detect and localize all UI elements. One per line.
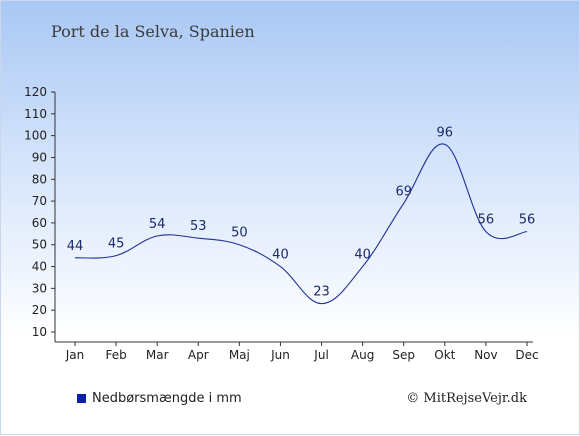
y-tick-label: 50 [32,238,47,252]
y-tick-label: 10 [32,325,47,339]
data-label: 50 [231,226,248,241]
x-tick-label: Jul [313,348,328,362]
x-tick-label: Jan [65,348,85,362]
x-tick-label: Nov [474,348,497,362]
y-tick-label: 20 [32,303,47,317]
x-tick-label: Maj [229,348,250,362]
y-tick-label: 80 [32,172,47,186]
data-label: 69 [395,184,412,199]
x-tick-label: Feb [105,348,126,362]
data-label: 56 [478,213,495,228]
y-tick-label: 60 [32,216,47,230]
x-tick-label: Jun [270,348,290,362]
y-tick-label: 110 [24,107,47,121]
copyright-text: © MitRejseVejr.dk [406,391,527,406]
y-tick-label: 70 [32,194,47,208]
y-tick-label: 100 [24,129,47,143]
data-label: 53 [190,219,207,234]
x-tick-label: Apr [188,348,209,362]
y-tick-label: 90 [32,150,47,164]
y-tick-label: 30 [32,281,47,295]
chart-title: Port de la Selva, Spanien [51,22,255,41]
data-label: 40 [272,248,289,263]
y-tick-label: 40 [32,260,47,274]
data-label: 23 [313,285,330,300]
data-label: 54 [149,217,166,232]
x-tick-label: Mar [146,348,169,362]
x-tick-label: Dec [515,348,538,362]
x-tick-label: Aug [351,348,374,362]
series-line [74,143,528,305]
legend: Nedbørsmængde i mm [77,391,242,406]
x-tick-label: Sep [392,348,415,362]
data-label: 45 [108,237,125,252]
data-label: 96 [437,125,454,140]
legend-swatch [77,394,86,403]
data-label: 40 [354,248,371,263]
x-tick-label: Okt [434,348,455,362]
data-label: 44 [67,239,84,254]
data-label: 56 [519,213,536,228]
legend-label: Nedbørsmængde i mm [92,391,242,406]
y-tick-label: 120 [24,85,47,99]
